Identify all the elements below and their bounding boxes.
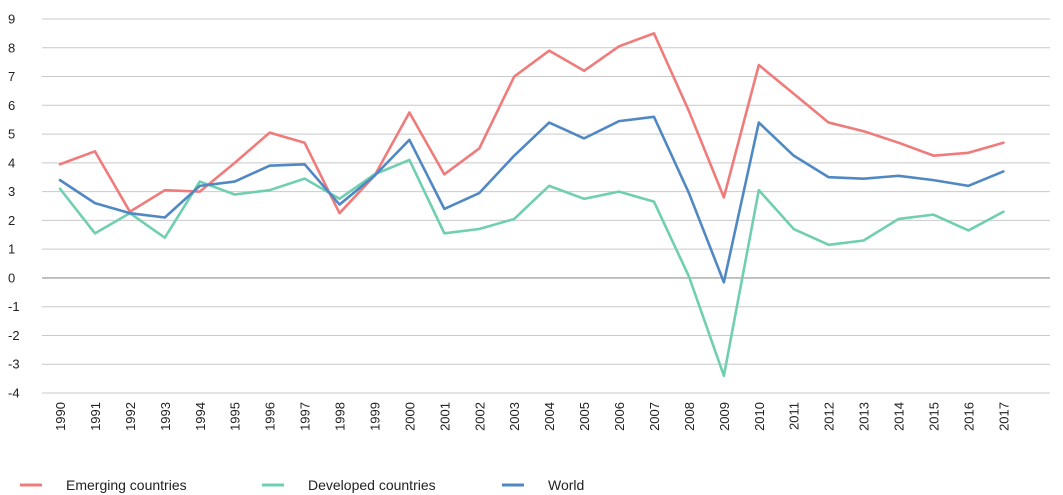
legend-label: Developed countries (308, 477, 436, 493)
x-tick-label: 1999 (367, 402, 382, 431)
x-tick-label: 1992 (123, 402, 138, 431)
x-tick-label: 1991 (88, 402, 103, 431)
x-tick-label: 2014 (892, 402, 907, 431)
x-tick-label: 1994 (193, 402, 208, 431)
x-tick-label: 2004 (542, 402, 557, 431)
x-tick-label: 2009 (717, 402, 732, 431)
x-tick-label: 1990 (53, 402, 68, 431)
y-tick-label: 6 (8, 98, 15, 113)
series-2 (58, 115, 1005, 284)
y-tick-label: 7 (8, 69, 15, 84)
x-tick-label: 2017 (996, 402, 1011, 431)
y-tick-label: 8 (8, 40, 15, 55)
y-tick-label: -4 (8, 386, 20, 401)
series-lines (58, 32, 1005, 378)
x-tick-label: 2000 (402, 402, 417, 431)
y-tick-label: 4 (8, 155, 15, 170)
legend-item: Developed countries (262, 477, 436, 493)
x-tick-label: 2013 (857, 402, 872, 431)
legend: Emerging countries Developed countries Wor… (20, 477, 584, 493)
grid-lines (42, 18, 1050, 394)
x-tick-label: 2005 (577, 402, 592, 431)
series-line (58, 158, 1005, 378)
y-tick-label: -3 (8, 357, 20, 372)
x-tick-label: 2001 (437, 402, 452, 431)
legend-label: Emerging countries (66, 477, 187, 493)
series-line (58, 115, 1005, 284)
x-tick-label: 2016 (961, 402, 976, 431)
x-tick-label: 1996 (263, 402, 278, 431)
x-tick-label: 1997 (298, 402, 313, 431)
x-tick-label: 2011 (787, 402, 802, 430)
x-tick-label: 2010 (752, 402, 767, 431)
y-tick-label: 0 (8, 270, 15, 285)
x-tick-label: 1995 (228, 402, 243, 431)
series-0 (58, 32, 1005, 215)
x-tick-label: 2007 (647, 402, 662, 431)
y-tick-label: 9 (8, 12, 15, 27)
x-axis-ticks: 1990 1991 1992 1993 1994 1995 1996 1997 1998 1999… (53, 402, 1011, 431)
x-tick-label: 2003 (507, 402, 522, 431)
series-line (58, 32, 1005, 215)
y-tick-label: 1 (8, 242, 15, 257)
y-tick-label: 5 (8, 127, 15, 142)
x-tick-label: 2002 (472, 402, 487, 431)
x-tick-label: 1993 (158, 402, 173, 431)
x-tick-label: 2006 (612, 402, 627, 431)
x-tick-label: 2015 (927, 402, 942, 431)
x-tick-label: 2012 (822, 402, 837, 431)
legend-item: World (502, 477, 584, 493)
y-tick-label: -2 (8, 328, 20, 343)
y-tick-label: 3 (8, 184, 15, 199)
x-tick-label: 1998 (333, 402, 348, 431)
legend-label: World (548, 477, 584, 493)
y-axis-ticks: 9 8 7 6 5 4 3 2 1 0 -1 -2 -3 -4 (8, 12, 20, 401)
y-tick-label: 2 (8, 213, 15, 228)
x-tick-label: 2008 (682, 402, 697, 431)
series-1 (58, 158, 1005, 378)
y-tick-label: -1 (8, 299, 20, 314)
legend-item: Emerging countries (20, 477, 187, 493)
